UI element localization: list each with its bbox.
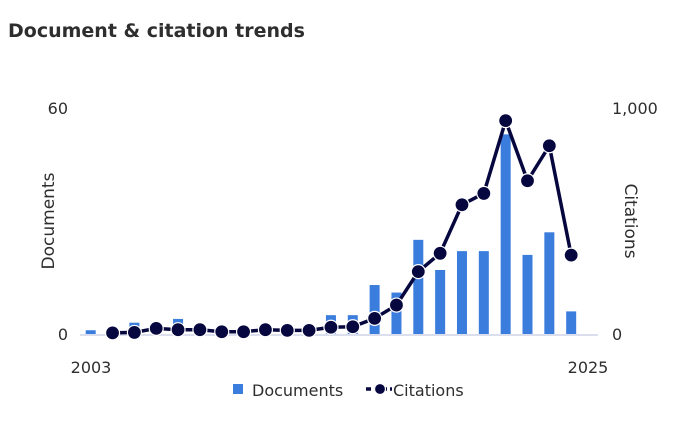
bar-documents-2022 [500, 134, 511, 334]
bar-documents-2016 [369, 285, 380, 334]
point-citations-2016 [367, 310, 383, 327]
point-citations-2009 [214, 324, 230, 340]
legend: Documents Citations [233, 381, 464, 400]
right-axis-label: Citations [620, 183, 640, 258]
point-citations-2011 [257, 322, 274, 338]
point-citations-2012 [279, 322, 295, 338]
bar-documents-2019 [435, 269, 446, 334]
left-tick-60: 60 [48, 99, 68, 118]
bar-documents-2021 [478, 251, 489, 334]
legend-documents-swatch [233, 384, 243, 394]
citations-line-segment [482, 120, 508, 194]
bar-documents-2020 [456, 251, 467, 334]
legend-documents-label: Documents [252, 381, 343, 400]
legend-citations-label: Citations [393, 381, 464, 400]
point-citations-2013 [301, 322, 317, 338]
point-citations-2004 [104, 325, 121, 341]
left-tick-0: 0 [58, 325, 68, 344]
right-tick-0: 0 [612, 325, 622, 344]
point-citations-2015 [345, 319, 361, 335]
bar-documents-2017 [391, 292, 402, 334]
x-tick-2025: 2025 [568, 358, 609, 377]
bar-documents-2025 [566, 311, 577, 334]
x-tick-2003: 2003 [71, 358, 112, 377]
citations-line-segment [547, 145, 573, 256]
citations-line-segment [504, 120, 530, 182]
right-tick-1000: 1,000 [612, 99, 658, 118]
left-axis-label: Documents [39, 172, 59, 269]
point-citations-2007 [170, 322, 186, 338]
bar-documents-2023 [522, 254, 533, 334]
point-citations-2022 [498, 113, 514, 129]
point-citations-2017 [388, 297, 405, 313]
legend-citations-marker [373, 382, 387, 396]
point-citations-2018 [410, 264, 426, 280]
point-citations-2010 [235, 324, 252, 340]
point-citations-2014 [323, 319, 339, 335]
point-citations-2023 [519, 173, 536, 189]
point-citations-2019 [432, 245, 448, 261]
chart-title: Document & citation trends [8, 20, 305, 42]
point-citations-2005 [126, 324, 142, 341]
bar-documents-2018 [413, 239, 424, 334]
point-citations-2020 [454, 197, 470, 213]
point-citations-2021 [476, 185, 492, 202]
point-citations-2024 [541, 138, 557, 154]
point-citations-2006 [148, 320, 164, 336]
point-citations-2008 [192, 322, 208, 338]
point-citations-2025 [563, 247, 579, 263]
citations-line-segment [438, 204, 464, 255]
bar-documents-2003 [85, 330, 96, 334]
bar-documents-2024 [544, 232, 555, 334]
